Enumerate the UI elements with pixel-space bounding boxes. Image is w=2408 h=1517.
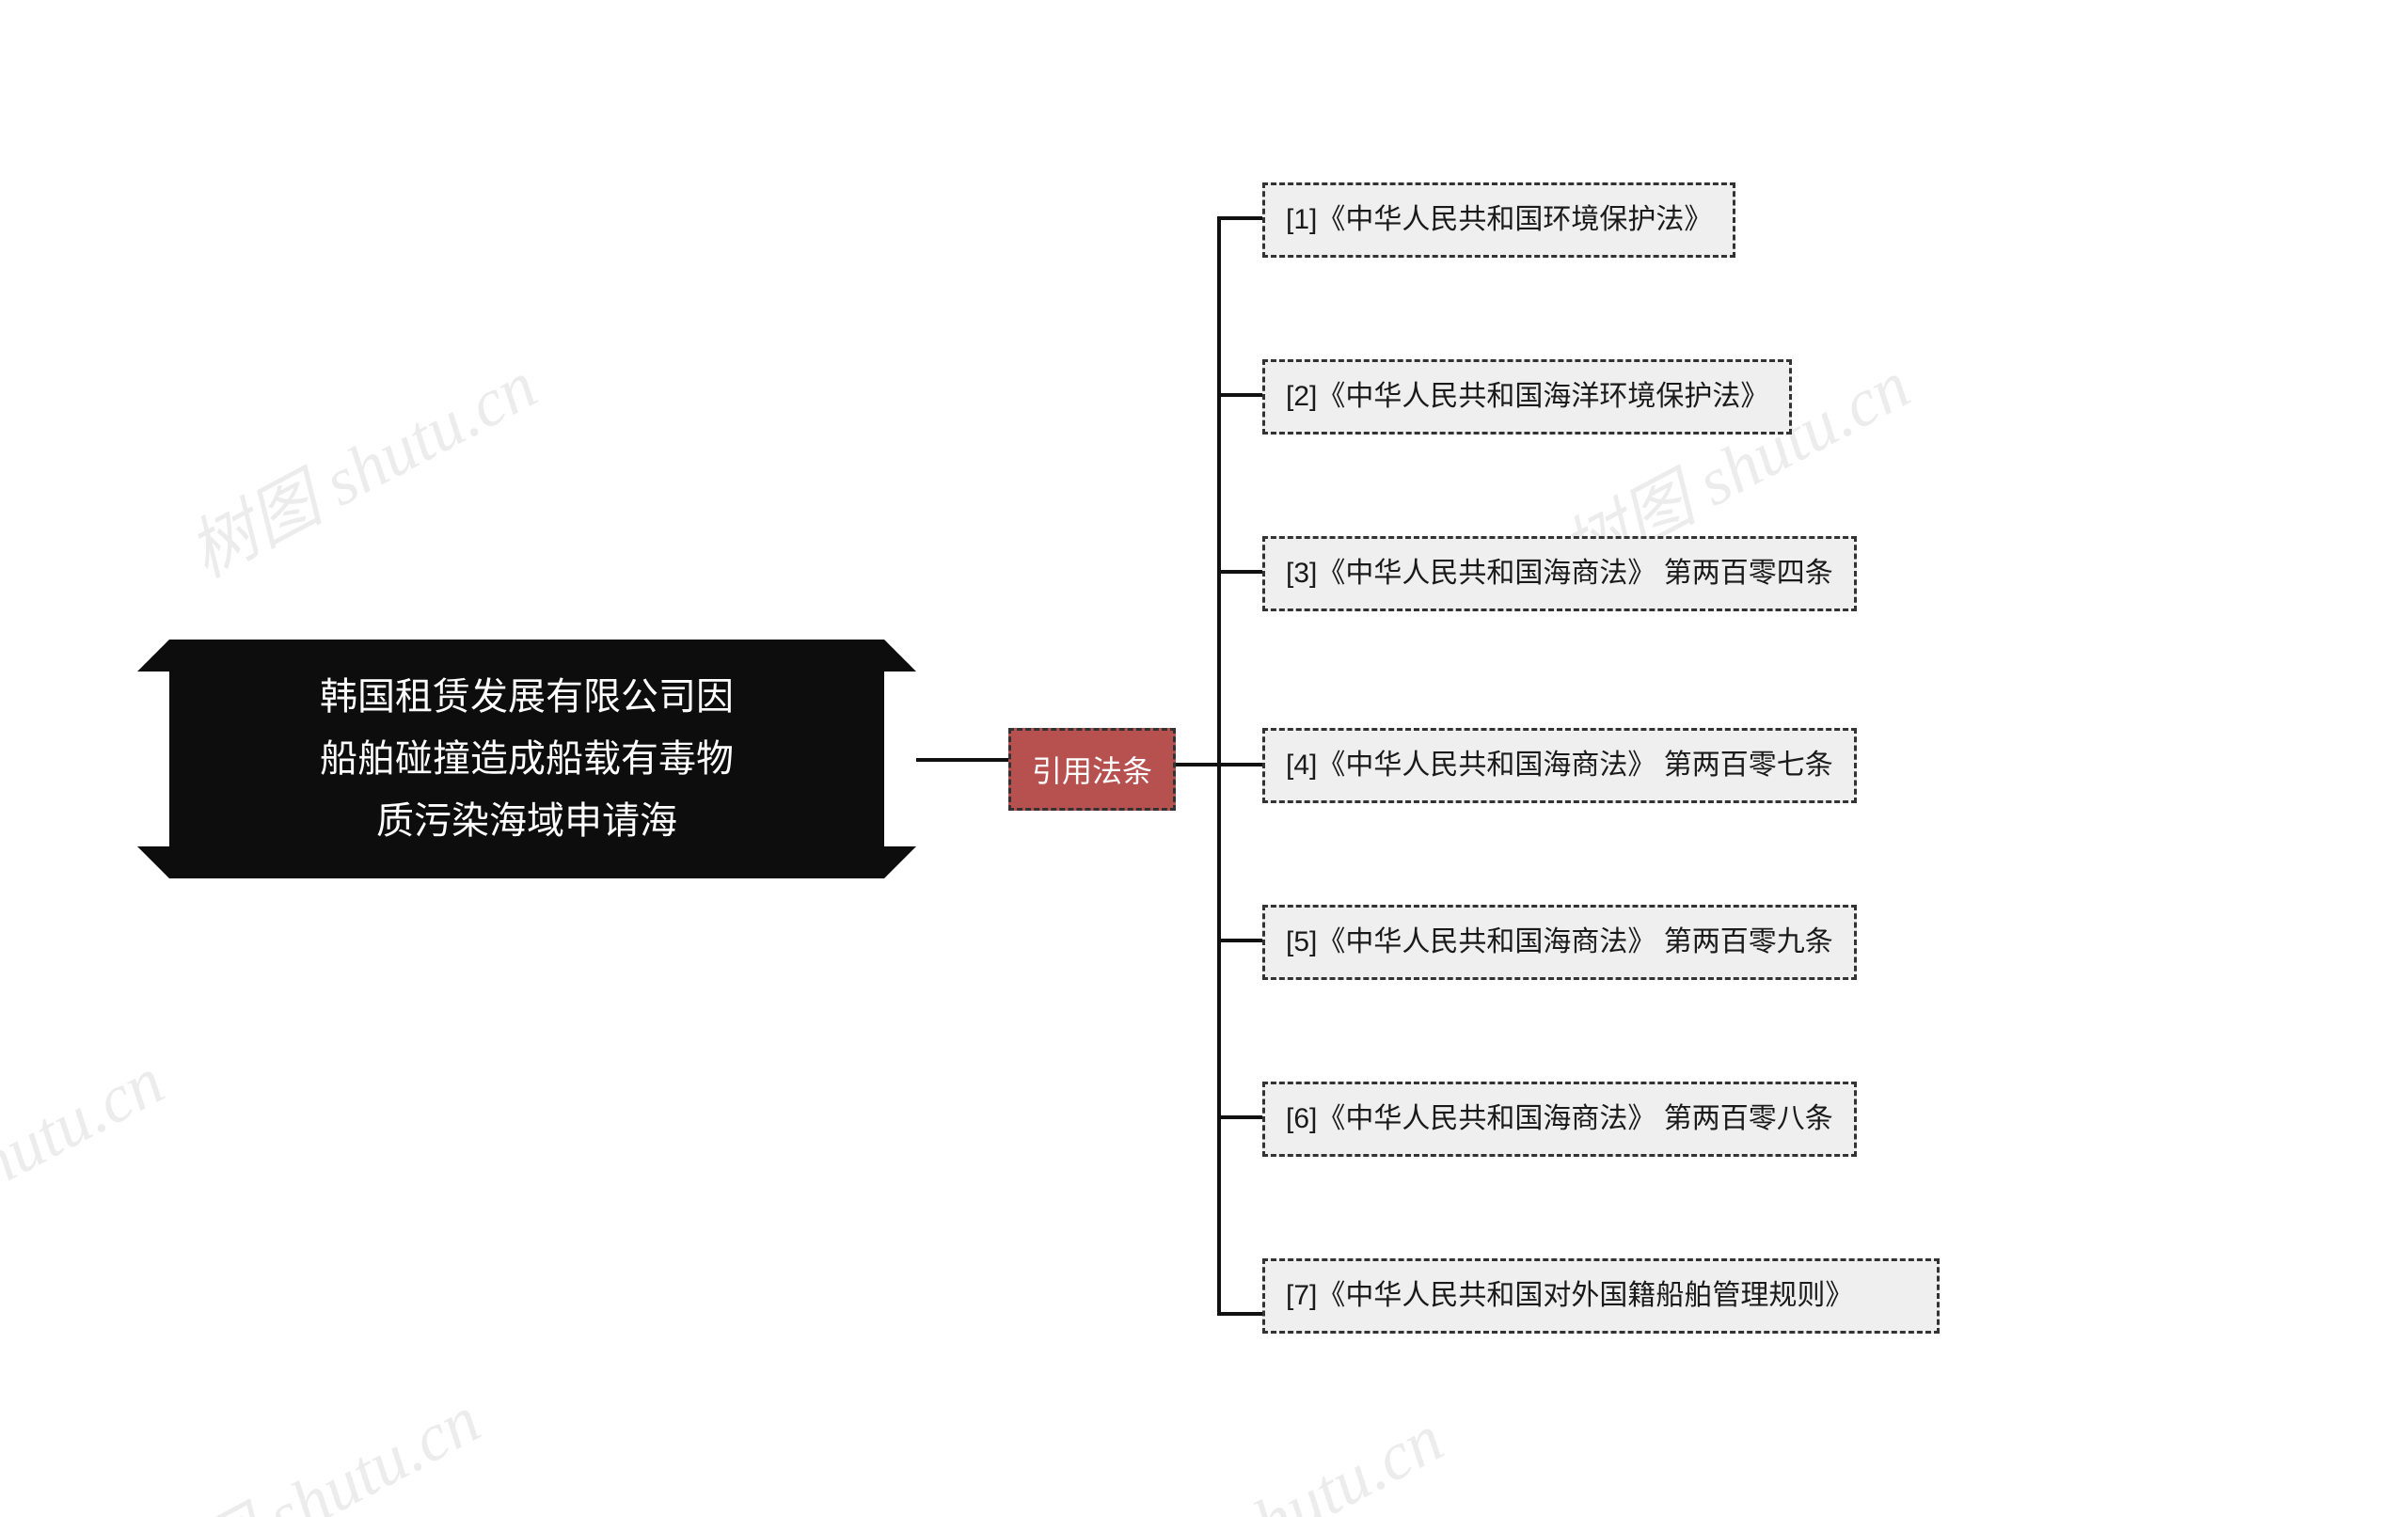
connector-leaf-6 <box>1217 1115 1262 1119</box>
leaf-node-3: [3]《中华人民共和国海商法》 第两百零四条 <box>1262 536 1857 611</box>
watermark: shutu.cn <box>0 1042 176 1218</box>
connector-leaf-5 <box>1217 939 1262 942</box>
watermark: shutu.cn <box>1218 1399 1456 1517</box>
leaf-node-6: [6]《中华人民共和国海商法》 第两百零八条 <box>1262 1082 1857 1157</box>
connector-leaf-2 <box>1217 393 1262 397</box>
connector-root-mid <box>916 758 1008 762</box>
diagram-canvas: 树图 shutu.cn 树图 shutu.cn shutu.cn 树图 shut… <box>0 0 2408 1517</box>
root-line-2: 船舶碰撞造成船载有毒物 <box>211 728 843 790</box>
mid-node: 引用法条 <box>1008 728 1176 811</box>
leaf-node-2: [2]《中华人民共和国海洋环境保护法》 <box>1262 359 1792 435</box>
connector-leaf-4 <box>1217 763 1262 766</box>
connector-leaf-1 <box>1217 216 1262 220</box>
root-line-3: 质污染海域申请海 <box>211 790 843 852</box>
leaf-7-text: [7]《中华人民共和国对外国籍船舶管理规则》 <box>1286 1280 1853 1311</box>
leaf-node-7: [7]《中华人民共和国对外国籍船舶管理规则》 <box>1262 1258 1940 1334</box>
root-line-1: 韩国租赁发展有限公司因 <box>211 666 843 728</box>
root-node: 韩国租赁发展有限公司因 船舶碰撞造成船载有毒物 质污染海域申请海 <box>169 640 884 878</box>
connector-leaf-7 <box>1217 1312 1262 1316</box>
watermark: 树图 shutu.cn <box>168 330 550 595</box>
watermark: 树图 shutu.cn <box>112 1365 494 1517</box>
leaf-node-4: [4]《中华人民共和国海商法》 第两百零七条 <box>1262 728 1857 803</box>
connector-leaf-3 <box>1217 570 1262 574</box>
leaf-node-5: [5]《中华人民共和国海商法》 第两百零九条 <box>1262 905 1857 980</box>
connector-mid-out <box>1176 763 1219 766</box>
leaf-node-1: [1]《中华人民共和国环境保护法》 <box>1262 182 1735 258</box>
